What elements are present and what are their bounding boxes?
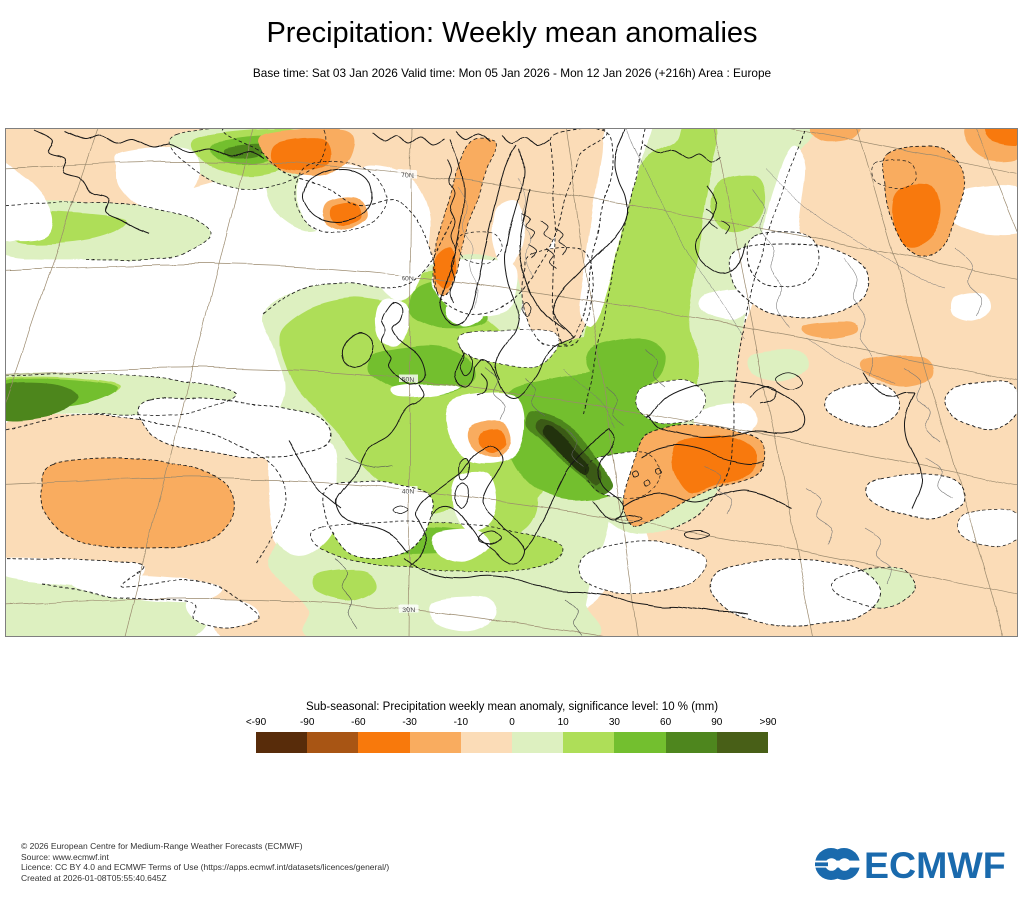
svg-text:ECMWF: ECMWF: [864, 844, 1006, 885]
svg-text:60N: 60N: [402, 274, 415, 281]
svg-text:40N: 40N: [402, 488, 415, 495]
svg-text:70N: 70N: [402, 172, 415, 179]
svg-text:50N: 50N: [402, 378, 415, 385]
svg-text:30N: 30N: [402, 608, 415, 615]
